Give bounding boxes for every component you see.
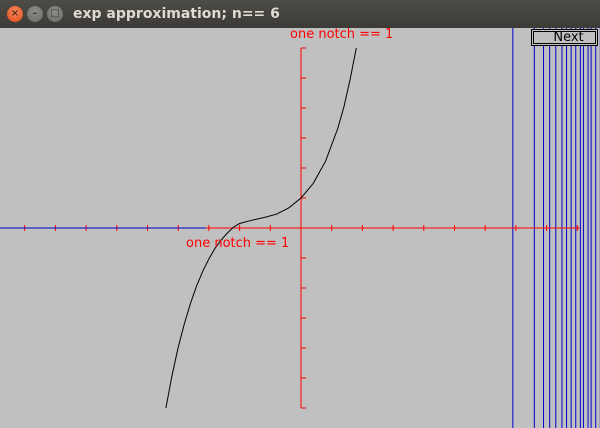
plot-canvas: one notch == 1 one notch == 1	[0, 28, 600, 428]
window-title: exp approximation; n== 6	[73, 6, 280, 22]
window-titlebar: × – □ exp approximation; n== 6	[0, 0, 600, 28]
x-notch-annotation: one notch == 1	[186, 236, 289, 251]
close-window-button[interactable]: ×	[7, 6, 23, 22]
maximize-window-button[interactable]: □	[47, 6, 63, 22]
minimize-window-button[interactable]: –	[27, 6, 43, 22]
next-button[interactable]: Next	[531, 29, 598, 46]
approximation-curve-0	[165, 47, 357, 409]
y-notch-annotation: one notch == 1	[290, 28, 393, 42]
